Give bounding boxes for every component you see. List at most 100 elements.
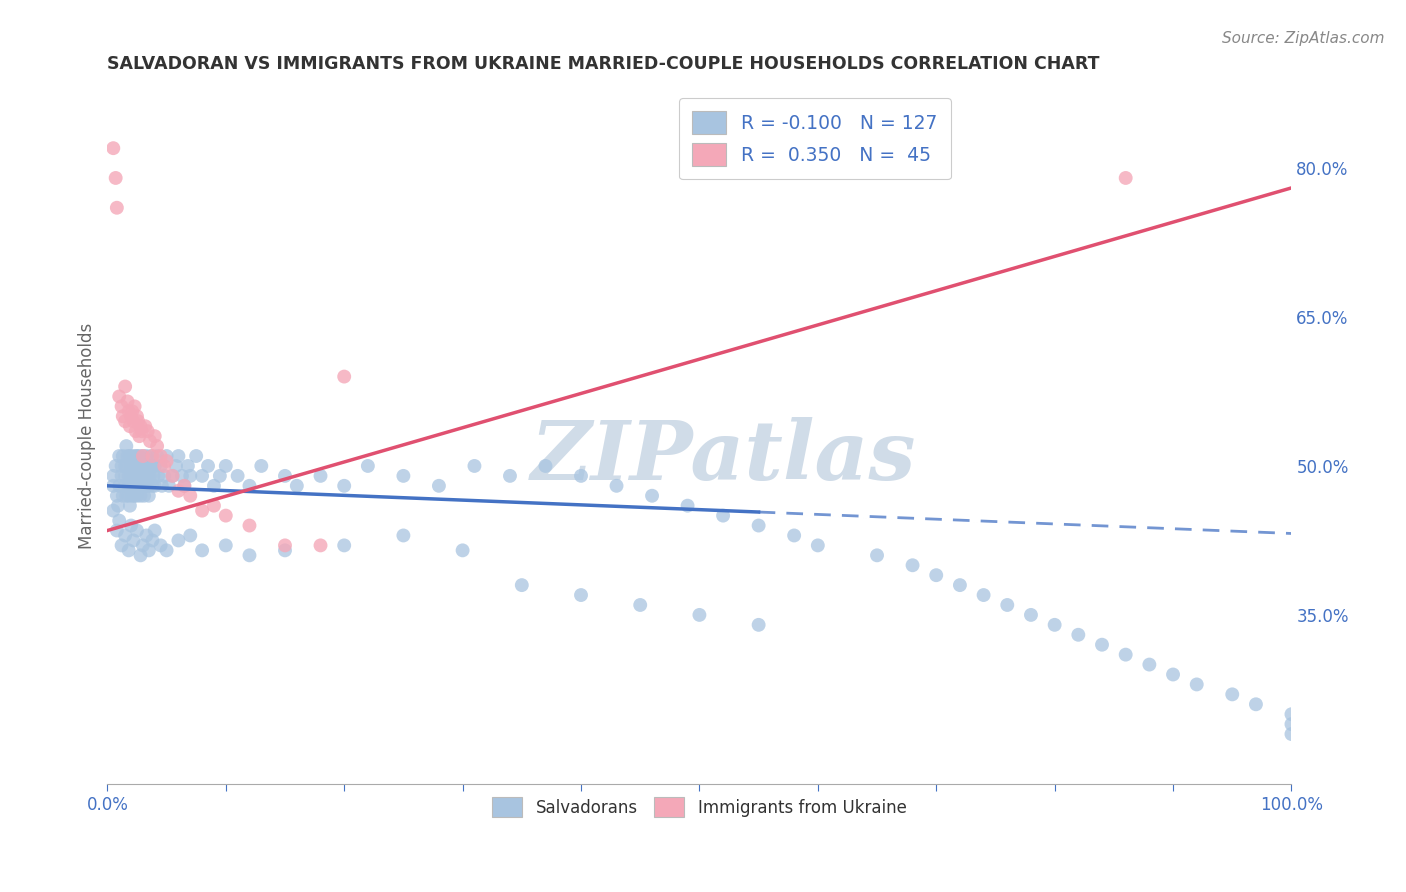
Point <box>949 578 972 592</box>
Point <box>103 469 125 483</box>
Point <box>149 458 172 473</box>
Point <box>165 458 187 473</box>
Point <box>357 458 380 473</box>
Point <box>162 469 184 483</box>
Point <box>108 389 131 403</box>
Point <box>114 379 136 393</box>
Point <box>129 419 152 434</box>
Point <box>191 543 214 558</box>
Point <box>110 538 132 552</box>
Point <box>392 528 415 542</box>
Point <box>118 543 141 558</box>
Point <box>141 533 163 548</box>
Point <box>1220 687 1243 701</box>
Point <box>125 524 148 538</box>
Point <box>238 518 260 533</box>
Point <box>141 449 163 463</box>
Y-axis label: Married-couple Households: Married-couple Households <box>79 323 96 549</box>
Point <box>125 469 148 483</box>
Point <box>148 469 170 483</box>
Point <box>118 499 141 513</box>
Point <box>124 489 146 503</box>
Point <box>139 458 162 473</box>
Point <box>676 499 699 513</box>
Point <box>238 479 260 493</box>
Point <box>118 489 141 503</box>
Point <box>136 424 159 438</box>
Point <box>122 533 145 548</box>
Point <box>783 528 806 542</box>
Point <box>108 514 131 528</box>
Point <box>274 538 297 552</box>
Point <box>155 543 177 558</box>
Point <box>135 528 157 542</box>
Point <box>103 141 125 155</box>
Point <box>534 458 557 473</box>
Point <box>131 469 153 483</box>
Point <box>138 543 160 558</box>
Point <box>215 458 238 473</box>
Point <box>157 479 180 493</box>
Point <box>114 469 136 483</box>
Point <box>122 458 145 473</box>
Point <box>569 469 592 483</box>
Point <box>143 429 166 443</box>
Point <box>146 439 169 453</box>
Point <box>111 409 134 424</box>
Point <box>1137 657 1160 672</box>
Point <box>451 543 474 558</box>
Point <box>134 458 156 473</box>
Point <box>167 483 190 498</box>
Point <box>641 489 664 503</box>
Point <box>215 538 238 552</box>
Point <box>162 469 184 483</box>
Point <box>711 508 734 523</box>
Point <box>138 479 160 493</box>
Point <box>117 394 139 409</box>
Point <box>135 449 157 463</box>
Point <box>114 528 136 542</box>
Point <box>866 549 889 563</box>
Point <box>131 424 153 438</box>
Point <box>132 449 155 463</box>
Point <box>155 449 177 463</box>
Point <box>129 489 152 503</box>
Point <box>138 489 160 503</box>
Point <box>141 479 163 493</box>
Point <box>748 617 770 632</box>
Point <box>132 489 155 503</box>
Point <box>150 479 173 493</box>
Point <box>118 469 141 483</box>
Point <box>250 458 273 473</box>
Point <box>1115 171 1137 186</box>
Legend: Salvadorans, Immigrants from Ukraine: Salvadorans, Immigrants from Ukraine <box>485 790 914 824</box>
Point <box>510 578 533 592</box>
Point <box>132 479 155 493</box>
Point <box>132 458 155 473</box>
Point <box>124 400 146 414</box>
Point <box>118 404 141 418</box>
Point <box>628 598 651 612</box>
Point <box>309 538 332 552</box>
Point <box>197 458 219 473</box>
Point <box>110 400 132 414</box>
Point <box>202 479 225 493</box>
Point <box>333 538 356 552</box>
Point <box>124 479 146 493</box>
Point <box>132 469 155 483</box>
Point <box>111 489 134 503</box>
Point <box>128 479 150 493</box>
Point <box>1281 717 1303 731</box>
Point <box>118 479 141 493</box>
Point <box>173 479 195 493</box>
Point <box>143 458 166 473</box>
Point <box>925 568 948 582</box>
Point <box>110 458 132 473</box>
Point <box>155 454 177 468</box>
Point <box>1281 707 1303 722</box>
Point <box>167 449 190 463</box>
Point <box>134 419 156 434</box>
Point <box>499 469 522 483</box>
Point <box>105 201 128 215</box>
Point <box>238 549 260 563</box>
